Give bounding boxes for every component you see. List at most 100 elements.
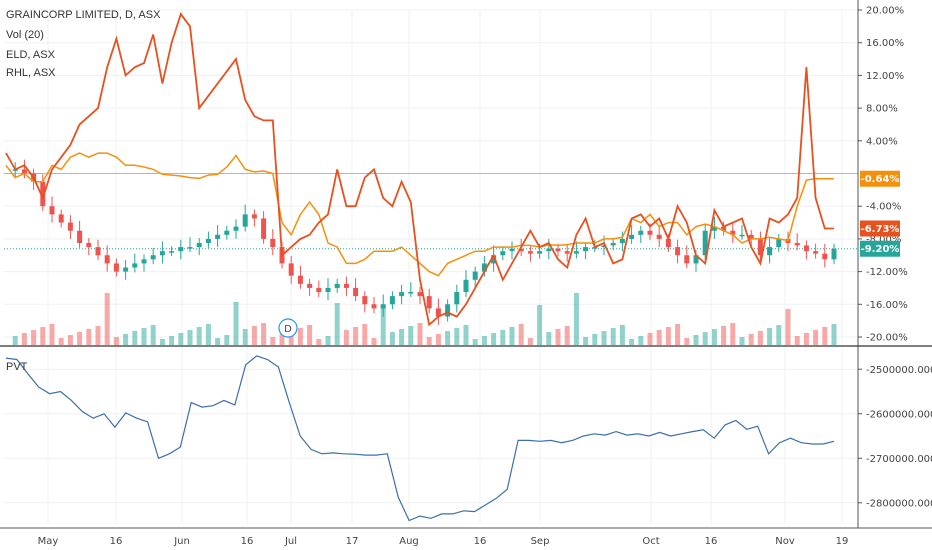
candle-body <box>684 255 690 264</box>
candle-body <box>500 251 506 256</box>
dividend-marker-circle[interactable] <box>278 318 298 338</box>
volume-bar <box>353 327 359 345</box>
volume-bar <box>187 330 193 345</box>
volume-bar <box>307 325 313 345</box>
candle-body <box>270 238 276 248</box>
candle-body <box>693 255 699 264</box>
candle-body <box>463 279 469 293</box>
candle-body <box>813 251 819 254</box>
last-value-tag-bg <box>860 170 900 187</box>
volume-bar <box>583 337 589 345</box>
candle-body <box>757 238 763 256</box>
candle-body <box>113 263 119 272</box>
x-tick-label: Jun <box>173 536 190 547</box>
eld-line <box>5 152 834 277</box>
volume-bar <box>150 325 156 345</box>
volume-bar <box>31 330 37 345</box>
y-tick-label: 16.00% <box>866 38 904 49</box>
volume-bar <box>629 339 635 345</box>
y-tick-label: -4.00% <box>866 202 901 213</box>
candle-body <box>205 238 211 243</box>
x-tick-label: Nov <box>775 536 795 547</box>
volume-bar <box>380 305 386 345</box>
y-tick-label: -16.00% <box>866 300 908 311</box>
pvt-tick-label: -2500000.0000 <box>866 365 932 376</box>
volume-bar <box>270 337 276 345</box>
candle-body <box>362 296 368 305</box>
volume-bar <box>233 302 239 345</box>
candle-body <box>546 248 552 252</box>
candle-body <box>389 296 395 305</box>
dividend-marker-label: D <box>284 324 292 335</box>
legend-pvt[interactable]: PVT <box>6 361 28 373</box>
candlesticks <box>12 159 837 325</box>
volume-bar <box>481 336 487 345</box>
candle-body <box>767 247 773 256</box>
volume-bar <box>564 326 570 345</box>
volume-bar <box>656 330 662 345</box>
volume-bar <box>251 326 257 345</box>
rhl-line <box>5 12 834 327</box>
candle-body <box>178 247 184 252</box>
candle-body <box>435 308 441 317</box>
volume-bar <box>159 339 165 345</box>
volume-bar <box>831 324 837 345</box>
candle-body <box>748 234 754 239</box>
volume-bar <box>371 338 377 345</box>
dividend-marker[interactable]: D <box>278 318 298 338</box>
candle-body <box>417 292 423 297</box>
volume-bar <box>426 337 432 345</box>
volume-bar <box>205 324 211 345</box>
volume-bar <box>794 336 800 345</box>
x-tick-label: 16 <box>110 536 123 547</box>
candle-body <box>297 275 303 284</box>
candle-body <box>67 222 73 231</box>
volume-bar <box>555 329 561 345</box>
volume-bar <box>693 335 699 345</box>
volume-bar <box>104 293 110 345</box>
legend-rhl[interactable]: RHL, ASX <box>6 67 56 79</box>
volume-bar <box>224 335 230 345</box>
candle-body <box>242 214 248 227</box>
candle-body <box>58 214 64 223</box>
candle-body <box>343 283 349 288</box>
volume-bar <box>362 324 368 345</box>
last-value-tag: -6.73% <box>861 224 900 235</box>
candle-body <box>132 263 138 268</box>
candle-body <box>21 169 27 174</box>
candle-body <box>224 230 230 235</box>
volume-bar <box>822 327 828 345</box>
volume-bar <box>408 326 414 345</box>
volume-bar <box>86 329 92 345</box>
y-tick-label: -8.00% <box>866 234 901 245</box>
candle-body <box>40 181 46 207</box>
volume-bar <box>77 332 83 345</box>
candle-body <box>647 230 653 235</box>
volume-bar <box>665 327 671 345</box>
volume-bar <box>12 336 18 345</box>
volume-bar <box>325 336 331 345</box>
candle-body <box>233 226 239 231</box>
candle-body <box>491 255 497 264</box>
volume-bar <box>123 334 129 345</box>
volume-bar <box>472 339 478 345</box>
volume-bar <box>730 323 736 345</box>
candle-body <box>564 251 570 254</box>
y-tick-label: 20.00% <box>866 6 904 17</box>
legend-eld[interactable]: ELD, ASX <box>6 49 55 61</box>
volume-bar <box>67 335 73 345</box>
candle-body <box>159 251 165 256</box>
last-value-tag: -0.64% <box>861 174 900 185</box>
volume-bar <box>803 333 809 345</box>
candle-body <box>601 245 607 248</box>
pvt-panel <box>5 355 835 522</box>
x-tick-label: 19 <box>836 536 849 547</box>
y-tick-label: -12.00% <box>866 267 908 278</box>
candle-body <box>445 304 451 317</box>
volume-bar <box>675 324 681 345</box>
volume-bar <box>343 330 349 345</box>
volume-bar <box>417 323 423 345</box>
candle-body <box>794 242 800 246</box>
legend-vol[interactable]: Vol (20) <box>6 29 44 41</box>
volume-bar <box>389 332 395 345</box>
